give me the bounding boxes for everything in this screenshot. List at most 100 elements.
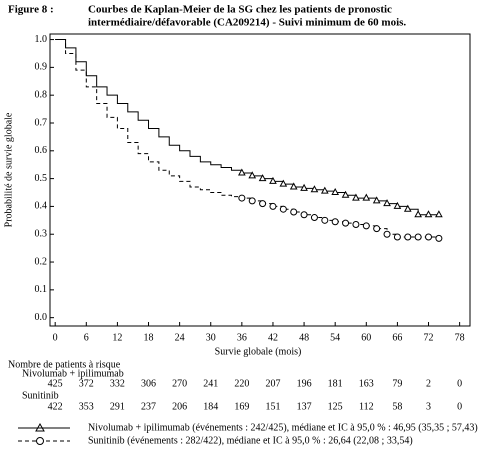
y-tick-label: 0.7 [35,117,48,128]
censor-marker [404,233,412,241]
legend-marker [35,422,45,432]
censor-marker [383,199,391,207]
censor-marker [320,186,329,194]
y-tick-label: 1.0 [35,34,48,45]
censor-marker [310,214,318,222]
censor-marker [435,234,443,242]
x-tick-label: 0 [53,332,58,343]
risk-count: 206 [172,401,187,412]
y-tick-label: 0.1 [35,284,48,295]
censor-marker [341,190,350,198]
risk-count: 184 [203,401,218,412]
censor-marker [300,183,308,191]
censor-marker [289,182,298,190]
censor-marker [238,194,246,202]
censor-marker [248,171,257,179]
risk-count: 0 [457,401,462,412]
x-tick-label: 54 [330,332,340,343]
x-tick-label: 42 [268,332,278,343]
risk-count: 241 [203,378,218,389]
risk-title: Nombre de patients à risque [8,359,121,370]
plot-frame [49,33,471,327]
censor-marker [238,168,246,176]
censor-marker [393,233,401,241]
censor-marker [279,179,288,187]
legend-label: Sunitinib (événements : 282/422), médian… [88,435,413,446]
y-tick-label: 0.3 [35,229,48,240]
risk-count: 196 [297,378,312,389]
risk-count: 306 [141,378,156,389]
chart-title: intermédiaire/défavorable (CA209214) - S… [88,17,406,29]
risk-count: 163 [359,378,374,389]
censor-marker [424,210,433,218]
censor-marker [300,211,308,219]
risk-count: 425 [48,378,63,389]
censor-marker [259,200,267,208]
x-tick-label: 24 [175,332,185,343]
x-tick-label: 18 [144,332,154,343]
censor-marker [279,205,287,213]
risk-count: 79 [392,378,402,389]
x-tick-label: 60 [361,332,371,343]
x-tick-label: 78 [455,332,465,343]
censor-marker [362,222,370,230]
censor-marker [414,210,422,218]
x-tick-label: 6 [84,332,89,343]
censor-marker [362,193,371,201]
x-tick-label: 36 [237,332,247,343]
risk-count: 237 [141,401,156,412]
censor-marker [393,201,402,209]
chart-title: Courbes de Kaplan-Meier de la SG chez le… [88,4,392,16]
legend-marker [36,437,44,445]
censor-marker [269,176,277,184]
censor-marker [435,210,443,218]
survival-curve [55,39,440,239]
censor-marker [321,216,329,224]
x-tick-label: 66 [392,332,402,343]
censor-marker [310,185,319,193]
y-tick-label: 0.6 [35,145,48,156]
risk-group: Sunitinib [22,390,59,401]
y-tick-label: 0.9 [35,62,48,73]
x-tick-label: 72 [424,332,434,343]
risk-count: 137 [297,401,312,412]
y-tick-label: 0.8 [35,89,48,100]
risk-count: 125 [328,401,343,412]
legend-label: Nivolumab + ipilimumab (événements : 242… [88,422,478,433]
y-tick-label: 0.4 [35,201,48,212]
censor-marker [414,233,422,241]
risk-count: 270 [172,378,187,389]
risk-count: 169 [234,401,249,412]
x-tick-label: 12 [112,332,122,343]
risk-count: 58 [392,401,402,412]
censor-marker [383,230,391,238]
risk-count: 112 [359,401,374,412]
x-tick-label: 30 [206,332,216,343]
censor-marker [331,187,340,196]
risk-count: 291 [110,401,125,412]
risk-count: 220 [234,378,249,389]
risk-count: 207 [265,378,280,389]
figure-label: Figure 8 : [8,4,54,16]
risk-count: 2 [426,378,431,389]
x-axis-label: Survie globale (mois) [215,346,302,357]
risk-count: 332 [110,378,125,389]
y-tick-label: 0.5 [35,173,48,184]
y-axis-label: Probabilité de survie globale [3,112,14,227]
censor-marker [342,219,350,227]
censor-marker [258,174,267,182]
risk-count: 372 [79,378,94,389]
risk-group: Nivolumab + ipilimumab [22,368,124,379]
survival-curve [55,39,439,216]
x-tick-label: 48 [299,332,309,343]
risk-count: 151 [265,401,280,412]
censor-marker [425,233,433,241]
censor-marker [352,193,360,201]
censor-marker [372,196,381,204]
censor-marker [352,220,360,228]
censor-marker [248,197,256,205]
risk-count: 0 [457,378,462,389]
censor-marker [373,225,381,233]
censor-marker [290,208,298,216]
